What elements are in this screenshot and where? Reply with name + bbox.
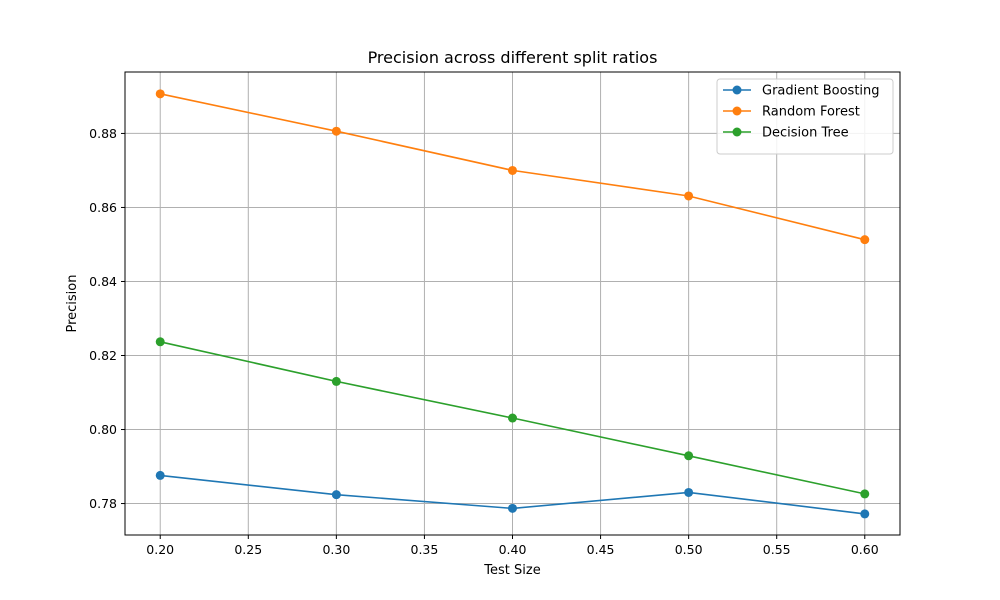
data-point-gradient-boosting	[860, 509, 870, 519]
x-tick-label: 0.20	[146, 542, 174, 557]
data-point-decision-tree	[684, 451, 694, 461]
data-point-decision-tree	[331, 376, 341, 386]
chart-title: Precision across different split ratios	[368, 48, 658, 67]
x-tick-label: 0.45	[587, 542, 615, 557]
legend-label-gradient-boosting: Gradient Boosting	[762, 84, 880, 99]
data-point-gradient-boosting	[155, 470, 165, 480]
x-tick-label: 0.30	[322, 542, 350, 557]
data-point-decision-tree	[508, 413, 517, 423]
legend-box	[716, 78, 894, 155]
data-point-gradient-boosting	[331, 490, 341, 500]
x-tick-label: 0.40	[499, 542, 527, 557]
y-axis-label: Precision	[65, 274, 80, 332]
grid	[125, 72, 900, 535]
x-tick-label: 0.25	[234, 542, 262, 557]
y-tick-label: 0.78	[89, 496, 117, 511]
legend-marker-random-forest	[732, 106, 742, 116]
legend-label-random-forest: Random Forest	[762, 105, 860, 120]
legend-label-decision-tree: Decision Tree	[762, 126, 849, 141]
data-point-random-forest	[331, 126, 341, 136]
legend-marker-gradient-boosting	[732, 85, 742, 95]
data-point-decision-tree	[860, 489, 870, 499]
x-tick-label: 0.60	[851, 542, 879, 557]
legend-marker-decision-tree	[732, 127, 742, 137]
data-point-random-forest	[860, 235, 870, 245]
data-point-random-forest	[508, 165, 517, 175]
data-point-gradient-boosting	[508, 503, 517, 513]
y-tick-label: 0.80	[89, 422, 117, 437]
y-tick-label: 0.86	[89, 200, 117, 215]
data-point-decision-tree	[155, 337, 165, 347]
y-tick-label: 0.88	[89, 126, 117, 141]
data-point-random-forest	[684, 191, 694, 201]
x-tick-label: 0.35	[411, 542, 439, 557]
x-tick-label: 0.55	[763, 542, 791, 557]
data-point-gradient-boosting	[684, 487, 694, 497]
y-tick-label: 0.82	[89, 348, 117, 363]
data-point-random-forest	[155, 89, 165, 99]
series-layer	[155, 89, 870, 519]
y-tick-label: 0.84	[89, 274, 117, 289]
x-axis-label: Test Size	[483, 563, 540, 578]
legend: Gradient Boosting Random Forest Decision T…	[716, 78, 894, 155]
x-tick-label: 0.50	[675, 542, 703, 557]
ticks: 0.20 0.25 0.30 0.35 0.40 0.45 0.50 0.55 0.60 0.78…	[89, 126, 879, 557]
